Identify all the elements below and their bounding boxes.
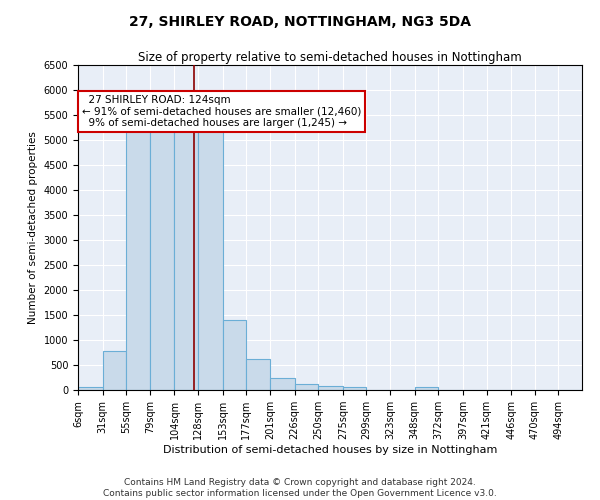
Bar (343, 387, 367, 390)
Bar (270, 378, 295, 390)
Text: Contains HM Land Registry data © Crown copyright and database right 2024.
Contai: Contains HM Land Registry data © Crown c… (103, 478, 497, 498)
Bar (295, 384, 318, 390)
Bar (318, 386, 343, 390)
Text: 27, SHIRLEY ROAD, NOTTINGHAM, NG3 5DA: 27, SHIRLEY ROAD, NOTTINGHAM, NG3 5DA (129, 15, 471, 29)
Title: Size of property relative to semi-detached houses in Nottingham: Size of property relative to semi-detach… (138, 51, 522, 64)
Y-axis label: Number of semi-detached properties: Number of semi-detached properties (28, 131, 38, 324)
Bar (78, 386, 103, 390)
Text: 27 SHIRLEY ROAD: 124sqm
← 91% of semi-detached houses are smaller (12,460)
  9% : 27 SHIRLEY ROAD: 124sqm ← 91% of semi-de… (82, 95, 361, 128)
Bar (150, 125, 175, 390)
Bar (415, 386, 438, 390)
Bar (103, 351, 126, 390)
Bar (126, 125, 150, 390)
Bar (247, 359, 270, 390)
X-axis label: Distribution of semi-detached houses by size in Nottingham: Distribution of semi-detached houses by … (163, 445, 497, 455)
Bar (175, 130, 198, 390)
Bar (223, 320, 247, 390)
Bar (198, 130, 223, 390)
